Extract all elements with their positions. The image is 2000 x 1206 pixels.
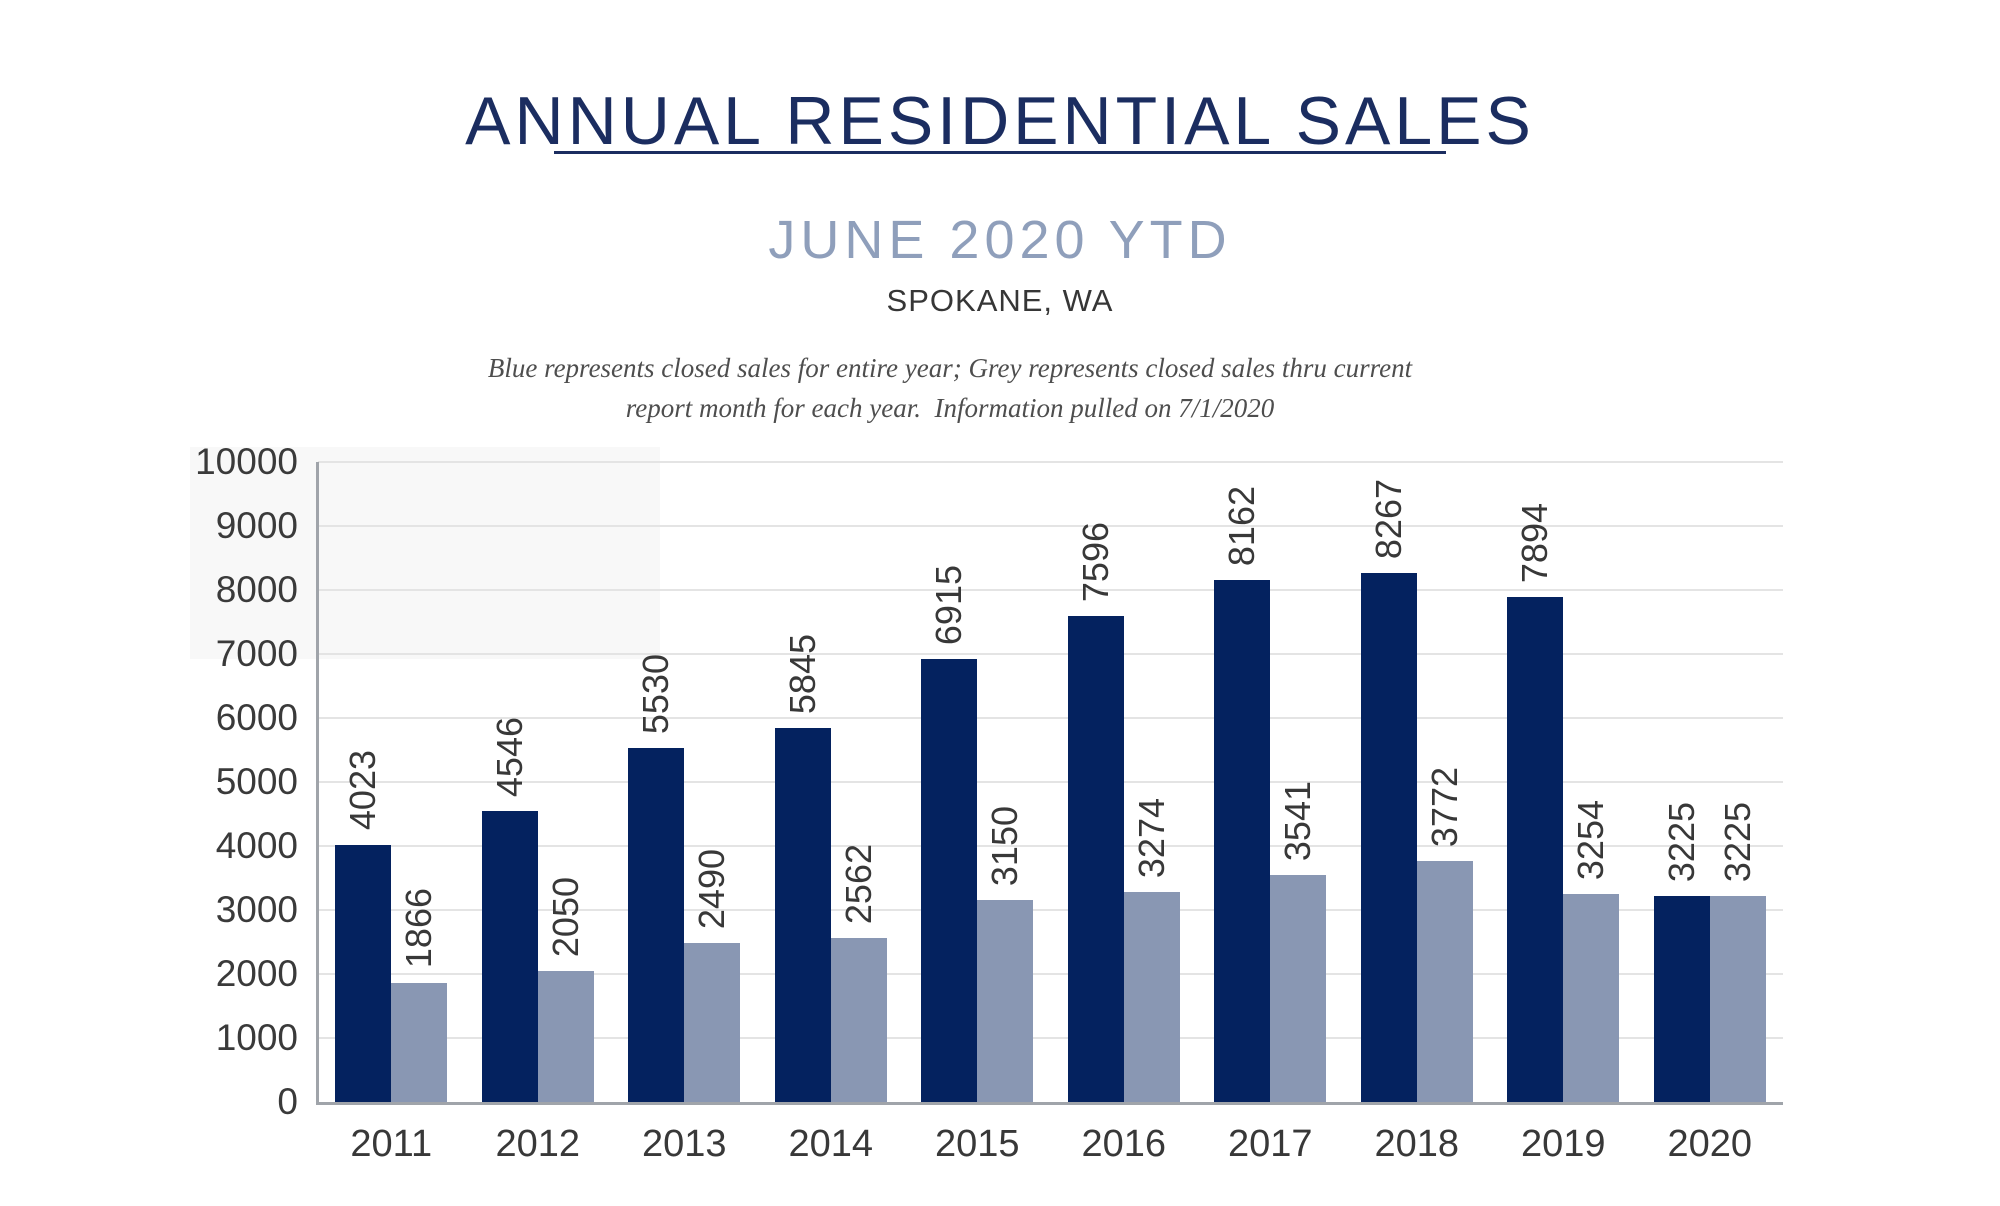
bar-ytd-2018: [1416, 860, 1473, 1102]
bar-entire-year-2018: [1360, 572, 1417, 1102]
x-axis-year-label-2016: 2016: [1081, 1123, 1167, 1165]
y-axis-tick-label-4000: 4000: [215, 825, 298, 866]
gridline-6000: [318, 717, 1783, 719]
bar-ytd-2011: [391, 982, 448, 1102]
x-axis-year-label-2017: 2017: [1227, 1123, 1313, 1165]
bar-ytd-2014: [830, 938, 887, 1102]
gridline-10000: [318, 461, 1783, 463]
y-axis-line: [316, 462, 319, 1104]
bar-value-label-2019-ytd: 3254: [1570, 799, 1612, 880]
y-axis-tick-label-5000: 5000: [215, 761, 298, 802]
bar-value-label-2012-year: 4546: [488, 716, 530, 798]
x-axis-year-label-2018: 2018: [1374, 1123, 1460, 1165]
bar-value-label-2014-ytd: 2562: [837, 843, 879, 925]
x-axis-year-label-2013: 2013: [641, 1123, 727, 1165]
bar-value-label-2013-ytd: 2490: [691, 848, 733, 929]
legend-note-line-2: report month for each year. Information …: [625, 393, 1275, 423]
bar-entire-year-2013: [628, 748, 685, 1102]
page-title: ANNUAL RESIDENTIAL SALES: [465, 83, 1535, 159]
bar-value-label-2018-ytd: 3772: [1423, 766, 1465, 847]
bar-ytd-2016: [1123, 892, 1180, 1102]
bar-entire-year-2016: [1067, 615, 1124, 1102]
x-axis-year-label-2019: 2019: [1520, 1123, 1606, 1165]
bar-value-label-2016-year: 7596: [1074, 521, 1116, 602]
bar-value-label-2020-year: 3225: [1660, 801, 1702, 882]
x-axis-year-label-2011: 2011: [350, 1123, 433, 1165]
bar-ytd-2019: [1563, 893, 1620, 1102]
bar-value-label-2016-ytd: 3274: [1130, 798, 1172, 879]
y-axis-tick-label-9000: 9000: [215, 505, 298, 546]
x-axis-line: [316, 1102, 1783, 1105]
y-axis-tick-label-6000: 6000: [215, 697, 298, 738]
bar-value-label-2020-ytd: 3225: [1716, 801, 1758, 882]
x-axis-year-label-2020: 2020: [1667, 1123, 1753, 1165]
x-axis-year-label-2014: 2014: [788, 1123, 874, 1165]
y-axis-tick-label-1000: 1000: [215, 1017, 298, 1058]
gridline-1000: [318, 1037, 1783, 1039]
bar-value-label-2012-ytd: 2050: [544, 876, 586, 957]
y-axis-tick-label-2000: 2000: [215, 953, 298, 994]
bar-value-label-2019-year: 7894: [1514, 502, 1556, 583]
bar-ytd-2020: [1709, 895, 1766, 1102]
gridline-5000: [318, 781, 1783, 783]
bar-value-label-2013-year: 5530: [635, 654, 677, 735]
gridline-4000: [318, 845, 1783, 847]
bar-ytd-2015: [977, 900, 1034, 1102]
gridline-3000: [318, 909, 1783, 911]
bar-value-label-2015-year: 6915: [928, 565, 970, 646]
y-axis-tick-label-0: 0: [277, 1081, 298, 1122]
bar-entire-year-2017: [1214, 579, 1271, 1102]
bar-value-label-2018-year: 8267: [1367, 478, 1409, 559]
bar-value-label-2017-year: 8162: [1221, 485, 1263, 566]
gridline-9000: [318, 525, 1783, 527]
x-axis-year-label-2015: 2015: [934, 1123, 1020, 1165]
bar-value-label-2011-ytd: 1866: [398, 888, 440, 969]
bar-entire-year-2012: [481, 811, 538, 1102]
legend-note-line-1: Blue represents closed sales for entire …: [487, 353, 1413, 383]
bar-ytd-2017: [1270, 875, 1327, 1102]
bar-ytd-2012: [537, 970, 594, 1102]
x-axis-year-label-2012: 2012: [495, 1123, 581, 1165]
bar-entire-year-2014: [774, 727, 831, 1102]
y-axis-tick-label-10000: 10000: [195, 441, 298, 482]
bar-value-label-2014-year: 5845: [781, 633, 823, 714]
bar-value-label-2011-year: 4023: [342, 750, 384, 831]
bar-entire-year-2020: [1653, 895, 1710, 1102]
bar-value-label-2015-ytd: 3150: [984, 806, 1026, 887]
gridline-2000: [318, 973, 1783, 975]
legend-note: Blue represents closed sales for entire …: [0, 348, 1900, 428]
report-location: SPOKANE, WA: [886, 283, 1114, 318]
gridline-8000: [318, 589, 1783, 591]
y-axis-tick-label-7000: 7000: [215, 633, 298, 674]
bar-entire-year-2011: [335, 844, 392, 1102]
bar-entire-year-2015: [921, 659, 978, 1102]
bar-value-label-2017-ytd: 3541: [1277, 781, 1319, 862]
chart-background-shade: [190, 447, 660, 659]
bar-entire-year-2019: [1507, 596, 1564, 1102]
report-subtitle: JUNE 2020 YTD: [768, 210, 1232, 270]
y-axis-tick-label-8000: 8000: [215, 569, 298, 610]
gridline-7000: [318, 653, 1783, 655]
title-underline: [554, 151, 1446, 154]
bar-ytd-2013: [684, 942, 741, 1102]
y-axis-tick-label-3000: 3000: [215, 889, 298, 930]
